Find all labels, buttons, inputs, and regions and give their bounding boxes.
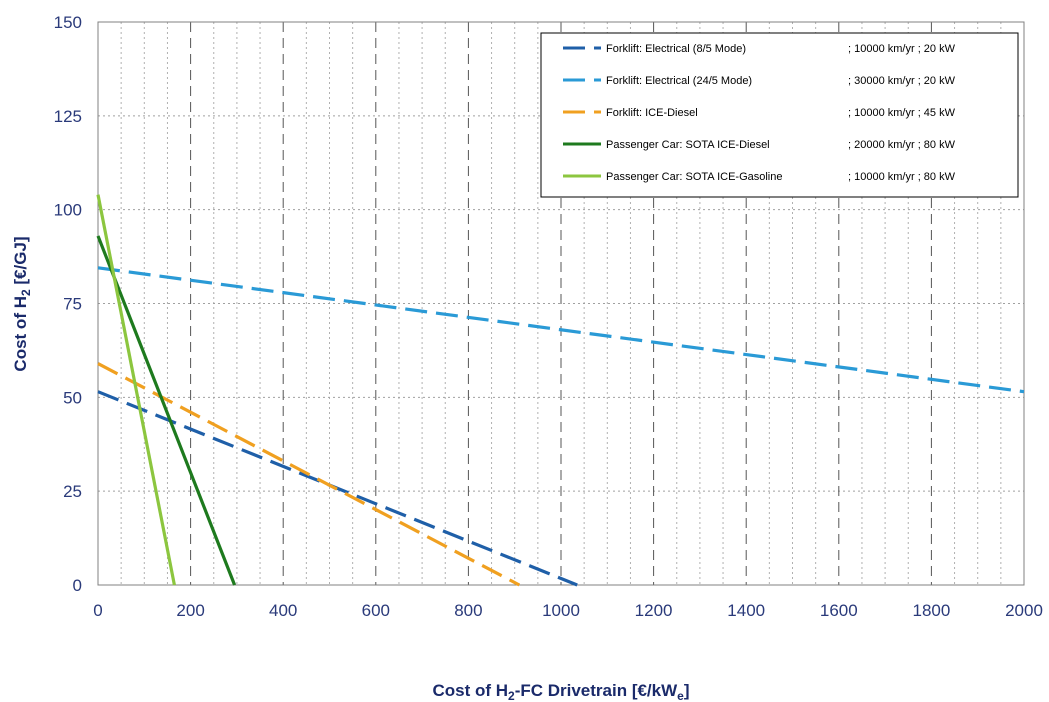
y-tick-label: 0 — [73, 576, 82, 595]
y-tick-label: 25 — [63, 482, 82, 501]
y-tick-labels: 0 25 50 75 100 125 150 — [54, 13, 82, 595]
legend-detail-4: ; 20000 km/yr ; 80 kW — [848, 139, 956, 151]
y-tick-label: 125 — [54, 107, 82, 126]
x-tick-label: 600 — [362, 601, 390, 620]
plot-border — [97, 21, 1025, 586]
y-axis-title: Cost of H2 [€/GJ] — [11, 236, 33, 371]
legend-box — [540, 32, 1019, 198]
x-tick-label: 1600 — [820, 601, 858, 620]
series-line-1 — [97, 390, 578, 587]
x-tick-label: 1000 — [542, 601, 580, 620]
legend-detail-1: ; 10000 km/yr ; 20 kW — [848, 43, 956, 55]
x-tick-label: 2000 — [1005, 601, 1043, 620]
x-tick-label: 200 — [176, 601, 204, 620]
y-tick-label: 100 — [54, 201, 82, 220]
x-tick-label: 1200 — [635, 601, 673, 620]
series-line-4 — [96, 235, 237, 586]
series-lines — [96, 194, 1025, 587]
series-line-5 — [96, 194, 176, 586]
legend-label-4: Passenger Car: SOTA ICE-Diesel — [606, 139, 770, 151]
x-tick-label: 800 — [454, 601, 482, 620]
y-tick-label: 50 — [63, 388, 82, 407]
x-tick-label: 1400 — [727, 601, 765, 620]
x-tick-label: 1800 — [912, 601, 950, 620]
legend-label-2: Forklift: Electrical (24/5 Mode) — [606, 75, 752, 87]
x-axis-title: Cost of H2-FC Drivetrain [€/kWe] — [432, 681, 689, 702]
y-tick-label: 150 — [54, 13, 82, 32]
legend-label-1: Forklift: Electrical (8/5 Mode) — [606, 43, 746, 55]
legend-detail-2: ; 30000 km/yr ; 20 kW — [848, 75, 956, 87]
y-tick-label: 75 — [63, 295, 82, 314]
legend-detail-5: ; 10000 km/yr ; 80 kW — [848, 171, 956, 183]
series-line-2 — [97, 266, 1025, 394]
series-line-3 — [97, 362, 521, 587]
minor-grid — [98, 22, 1024, 585]
legend-detail-3: ; 10000 km/yr ; 45 kW — [848, 107, 956, 119]
x-tick-label: 0 — [93, 601, 102, 620]
legend-label-5: Passenger Car: SOTA ICE-Gasoline — [606, 171, 782, 183]
x-tick-label: 400 — [269, 601, 297, 620]
x-tick-labels: 0 200 400 600 800 1000 1200 1400 1600 1800 2000 — [93, 601, 1043, 620]
legend: Forklift: Electrical (8/5 Mode) ; 10000 k… — [540, 32, 1019, 198]
legend-label-3: Forklift: ICE-Diesel — [606, 107, 698, 119]
